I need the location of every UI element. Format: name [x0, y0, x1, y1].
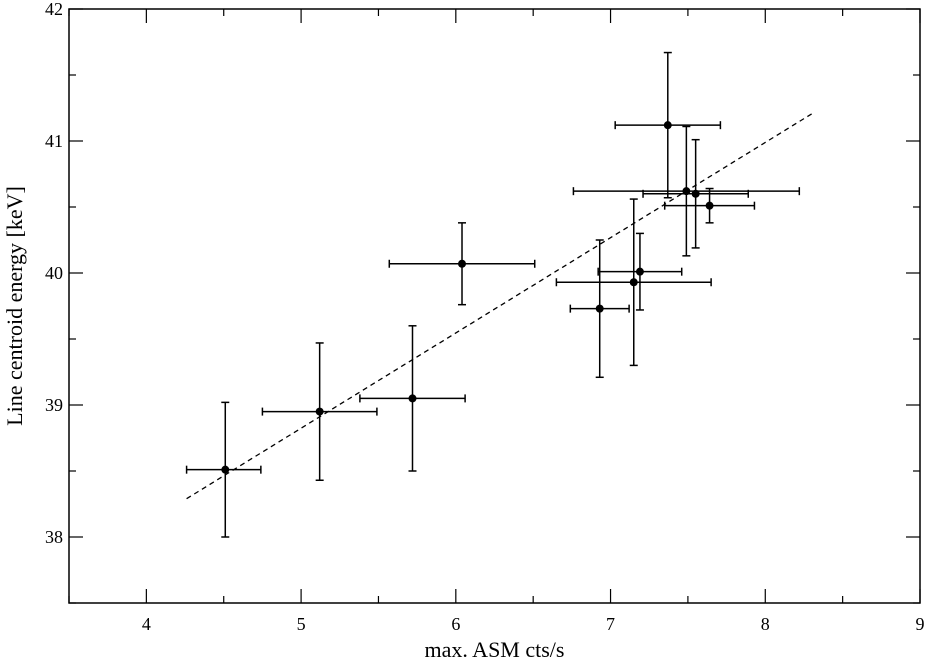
- x-axis-label: max. ASM cts/s: [425, 637, 565, 660]
- y-tick-label: 38: [45, 527, 63, 547]
- y-tick-label: 39: [45, 395, 63, 415]
- x-tick-label: 6: [451, 614, 460, 634]
- y-tick-label: 42: [45, 0, 63, 19]
- y-tick-label: 41: [45, 131, 63, 151]
- data-point: [691, 189, 700, 198]
- y-axis-label: Line centroid energy [keV]: [2, 186, 27, 426]
- fit-line: [186, 111, 816, 500]
- data-point: [408, 394, 417, 403]
- x-tick-label: 4: [142, 614, 151, 634]
- data-point: [595, 304, 604, 313]
- x-tick-label: 8: [761, 614, 770, 634]
- data-point: [663, 121, 672, 130]
- x-tick-label: 9: [916, 614, 925, 634]
- data-point: [315, 407, 324, 416]
- y-tick-label: 40: [45, 263, 63, 283]
- data-point: [458, 259, 467, 268]
- plot-frame: [68, 8, 921, 604]
- data-point: [635, 267, 644, 276]
- x-tick-label: 5: [297, 614, 306, 634]
- plot-area: 4 5 6 7 8 9 38 39 40 41 42: [45, 0, 925, 634]
- data-point: [221, 465, 230, 474]
- data-point: [705, 201, 714, 210]
- x-tick-label: 7: [606, 614, 615, 634]
- data-point: [629, 278, 638, 287]
